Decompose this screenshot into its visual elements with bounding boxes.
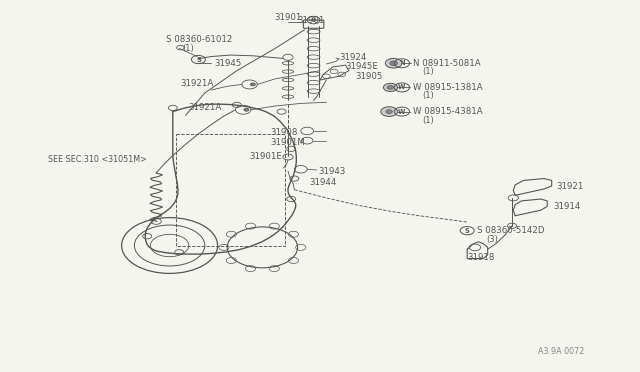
Text: W: W: [398, 109, 406, 115]
Text: ⊕: ⊕: [310, 17, 317, 23]
Text: 31924: 31924: [339, 53, 367, 62]
Text: 31901: 31901: [275, 13, 302, 22]
Text: S: S: [196, 57, 201, 62]
Text: (1): (1): [422, 92, 434, 100]
Text: S 08360-5142D: S 08360-5142D: [477, 226, 544, 235]
Text: 31901: 31901: [298, 16, 325, 25]
Text: A3.9A 0072: A3.9A 0072: [538, 347, 584, 356]
Circle shape: [250, 83, 255, 86]
Text: 31908: 31908: [271, 128, 298, 137]
Text: 31945E: 31945E: [346, 62, 378, 71]
Text: W 08915-1381A: W 08915-1381A: [413, 83, 483, 92]
Circle shape: [385, 58, 402, 68]
Circle shape: [381, 107, 397, 116]
Text: 31918: 31918: [467, 253, 495, 262]
Circle shape: [386, 110, 392, 113]
Text: (1): (1): [422, 67, 434, 76]
Text: 31921A: 31921A: [180, 79, 214, 88]
Text: 31943: 31943: [318, 167, 346, 176]
Circle shape: [390, 61, 397, 65]
Text: (1): (1): [182, 44, 194, 53]
Circle shape: [387, 86, 394, 89]
Text: 31914: 31914: [554, 202, 581, 211]
Text: W 08915-4381A: W 08915-4381A: [413, 107, 483, 116]
Text: SEE SEC.310 <31051M>: SEE SEC.310 <31051M>: [48, 155, 147, 164]
Text: 31901M: 31901M: [271, 138, 305, 147]
Text: 31945: 31945: [214, 59, 242, 68]
Text: (1): (1): [422, 116, 434, 125]
Text: 31901E: 31901E: [250, 153, 282, 161]
Text: 31944: 31944: [310, 178, 337, 187]
Text: (3): (3): [486, 235, 499, 244]
Text: N: N: [399, 60, 404, 66]
Text: N 08911-5081A: N 08911-5081A: [413, 59, 481, 68]
Text: 31921: 31921: [557, 182, 584, 190]
Circle shape: [244, 108, 249, 111]
Text: S 08360-61012: S 08360-61012: [166, 35, 233, 44]
Text: 31921A: 31921A: [189, 103, 222, 112]
Text: 31905: 31905: [355, 72, 383, 81]
Text: W: W: [398, 84, 406, 90]
Text: S: S: [465, 228, 470, 234]
Circle shape: [383, 83, 397, 92]
